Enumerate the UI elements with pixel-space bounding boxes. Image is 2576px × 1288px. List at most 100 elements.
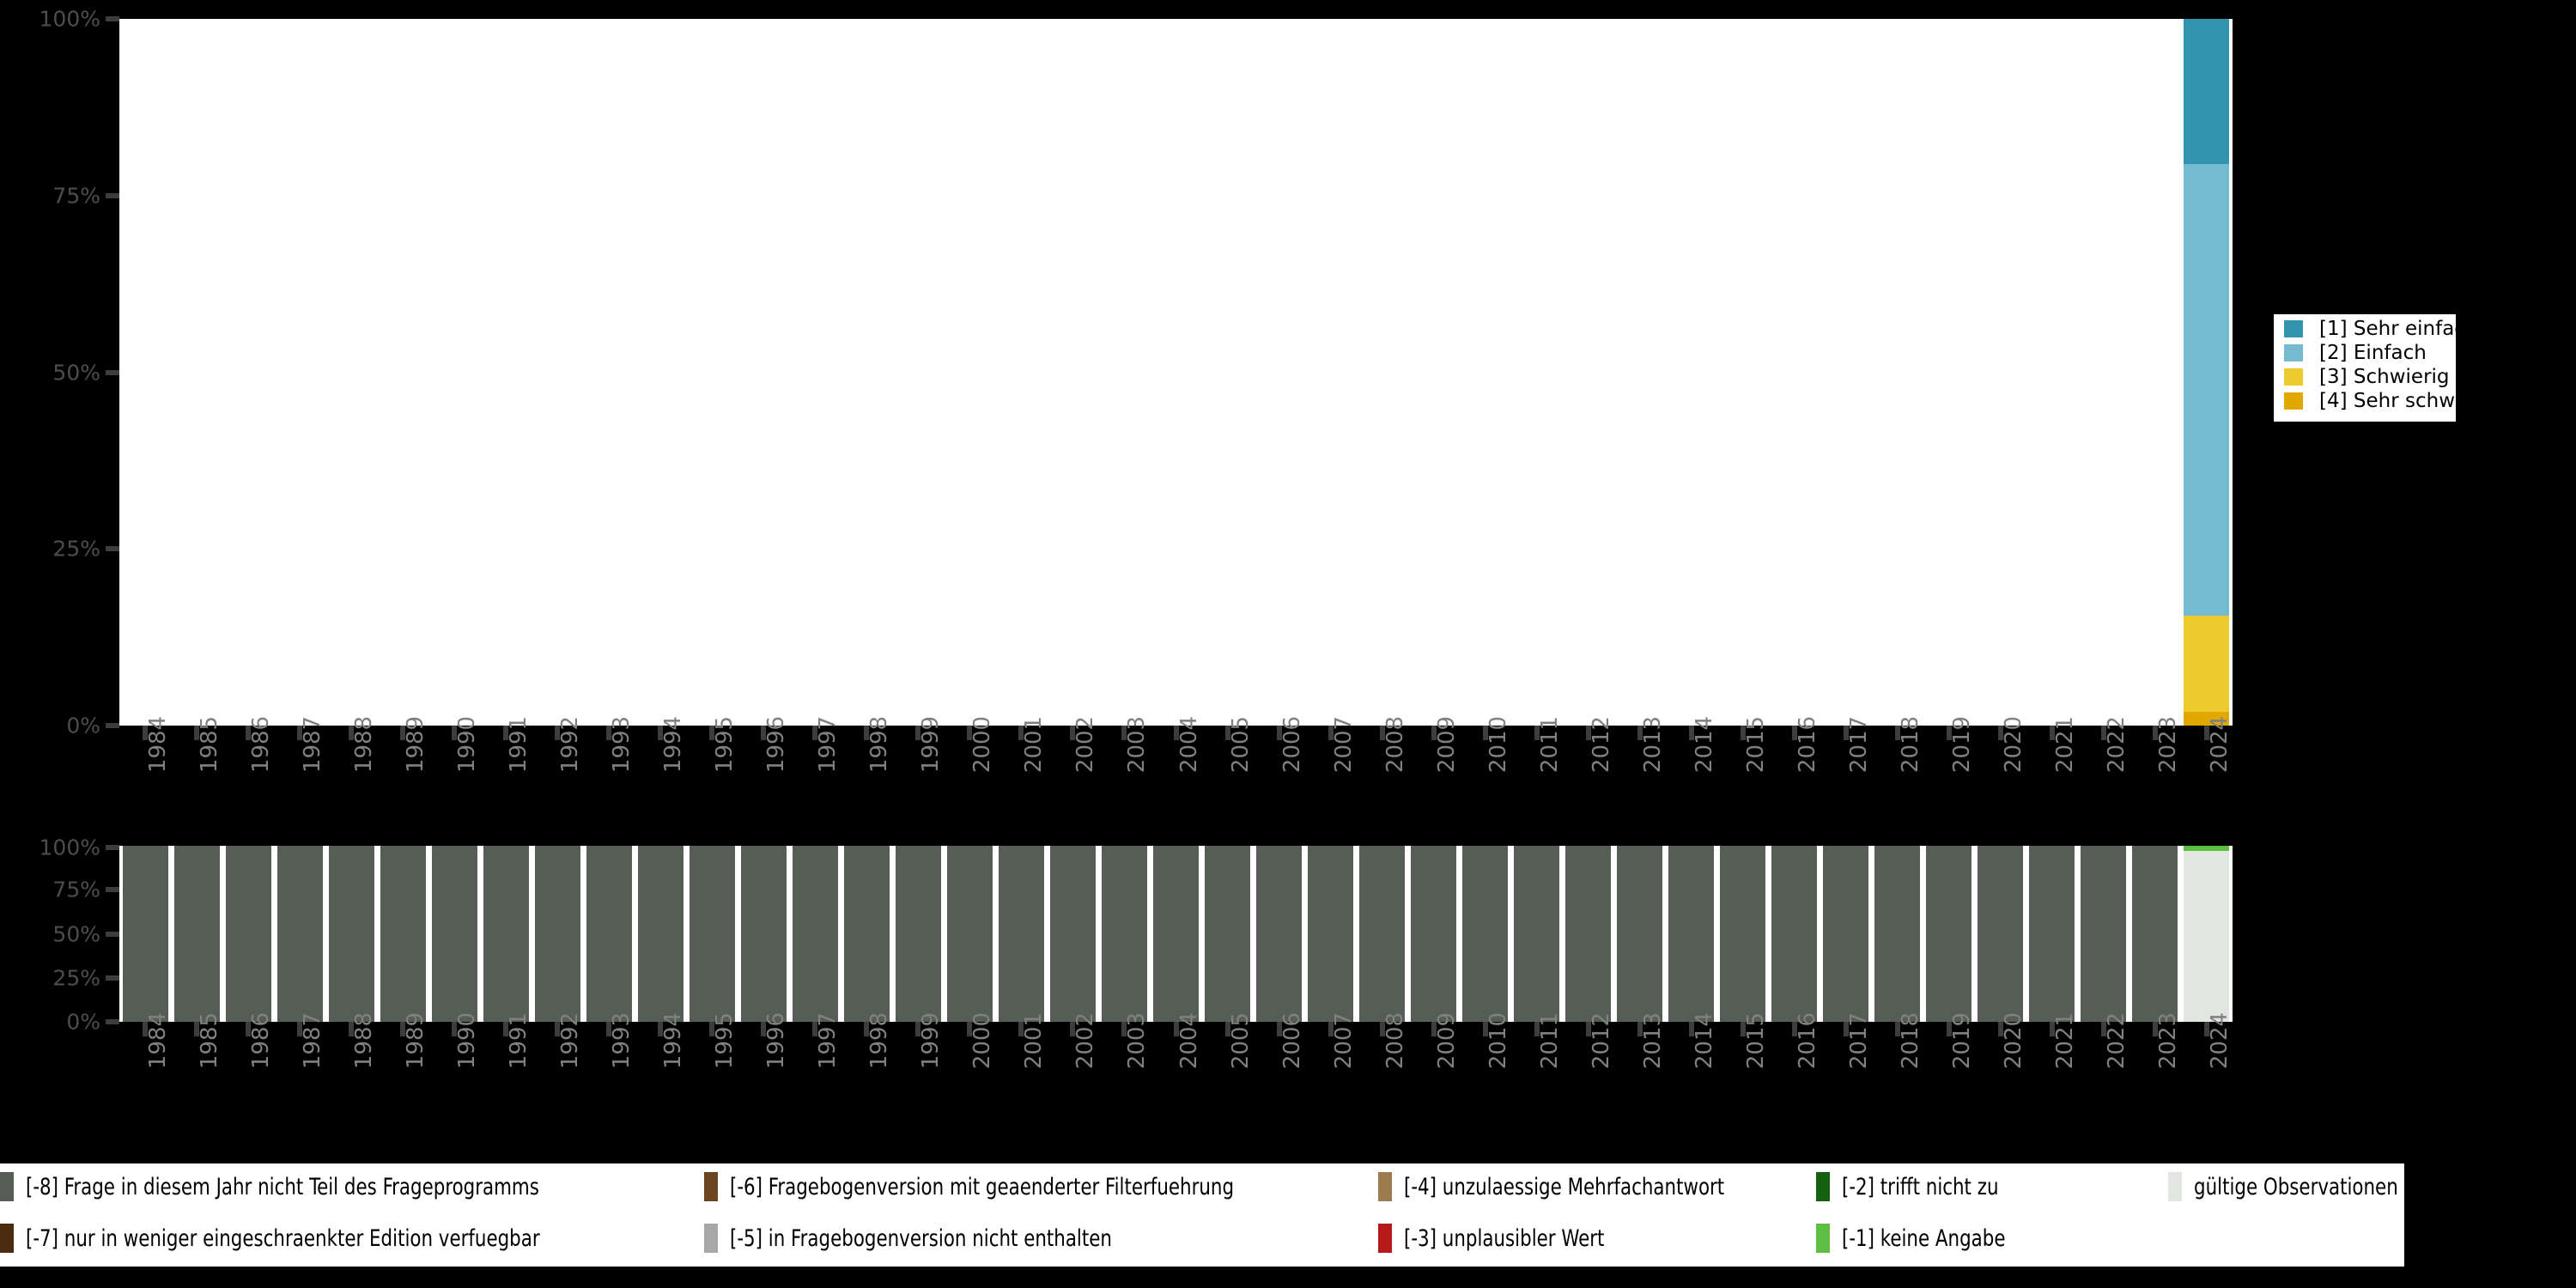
observation-segment — [2132, 846, 2178, 1022]
observation-segment — [637, 846, 683, 1022]
missing-code-label: [-3] unplausibler Wert — [1404, 1224, 1605, 1252]
x-tick-label: 2010 — [1485, 715, 1511, 774]
x-tick-label: 1995 — [712, 715, 738, 774]
obs-x-tick-label: 2002 — [1072, 1012, 1099, 1070]
obs-x-tick-label: 1993 — [609, 1012, 635, 1070]
legend-item[interactable]: [2] Einfach — [2284, 342, 2427, 364]
obs-x-tick-mark — [1997, 1022, 2003, 1036]
x-tick-mark — [1018, 726, 1024, 740]
obs-x-tick-mark — [1070, 1022, 1076, 1036]
missing-code-legend-item[interactable]: [-8] Frage in diesem Jahr nicht Teil des… — [0, 1172, 609, 1201]
legend-swatch — [2284, 320, 2303, 337]
obs-x-tick-mark — [658, 1022, 664, 1036]
observation-bar — [895, 846, 941, 1022]
obs-y-tick-mark — [106, 887, 119, 893]
obs-x-tick-mark — [2100, 1022, 2106, 1036]
obs-x-tick-label: 2000 — [969, 1012, 996, 1070]
observation-segment — [1514, 846, 1560, 1022]
x-tick-label: 2014 — [1691, 715, 1717, 774]
x-tick-mark — [1534, 726, 1540, 740]
missing-code-swatch — [2168, 1172, 2182, 1201]
x-tick-label: 2009 — [1433, 715, 1460, 774]
obs-x-tick-label: 2008 — [1382, 1012, 1408, 1070]
bar-segment — [2184, 616, 2230, 712]
x-tick-label: 2005 — [1227, 715, 1254, 774]
x-tick-mark — [915, 726, 921, 740]
obs-x-tick-mark — [503, 1022, 509, 1036]
observation-segment — [586, 846, 632, 1022]
x-tick-mark — [1276, 726, 1282, 740]
observation-bar — [1049, 846, 1096, 1022]
x-tick-label: 1990 — [454, 715, 481, 774]
obs-x-tick-label: 1991 — [506, 1012, 532, 1070]
obs-x-tick-label: 1987 — [300, 1012, 326, 1070]
missing-code-legend-item[interactable]: [-1] keine Angabe — [1816, 1224, 2027, 1253]
missing-code-legend-item[interactable]: [-3] unplausibler Wert — [1378, 1224, 1631, 1253]
observation-bar — [1411, 846, 1457, 1022]
obs-x-tick-label: 2011 — [1536, 1012, 1563, 1070]
obs-x-tick-mark — [1482, 1022, 1488, 1036]
obs-x-tick-mark — [1018, 1022, 1024, 1036]
observation-segment — [689, 846, 735, 1022]
observation-segment — [1978, 846, 2024, 1022]
missing-code-legend-item[interactable]: gültige Observationen — [2168, 1172, 2426, 1201]
obs-x-tick-mark — [2203, 1022, 2209, 1036]
obs-x-tick-mark — [349, 1022, 355, 1036]
observation-bar — [1874, 846, 1921, 1022]
x-tick-mark — [400, 726, 406, 740]
legend-item[interactable]: [3] Schwierig — [2284, 366, 2450, 388]
x-tick-mark — [1482, 726, 1488, 740]
legend-item[interactable]: [1] Sehr einfach — [2284, 318, 2478, 340]
x-tick-mark — [143, 726, 148, 740]
obs-x-tick-mark — [1534, 1022, 1540, 1036]
obs-x-tick-label: 2022 — [2103, 1012, 2129, 1070]
x-tick-label: 1999 — [918, 715, 945, 774]
main-chart-x-axis: 1984 1985 1986 1987 1988 1989 1990 1991 1992 1993… — [119, 716, 2233, 846]
missing-code-swatch — [704, 1172, 718, 1201]
observation-segment — [1720, 846, 1766, 1022]
missing-code-label: [-6] Fragebogenversion mit geaenderter F… — [730, 1173, 1235, 1200]
observation-bar — [2132, 846, 2178, 1022]
y-tick-mark — [106, 369, 119, 375]
x-tick-mark — [864, 726, 870, 740]
observation-bar — [1771, 846, 1818, 1022]
legend-item[interactable]: [4] Sehr schwierig — [2284, 390, 2499, 412]
missing-code-legend-item[interactable]: [-2] trifft nicht zu — [1816, 1172, 2020, 1201]
missing-code-legend-item[interactable]: [-4] unzulaessige Mehrfachantwort — [1378, 1172, 1768, 1201]
obs-x-tick-label: 2023 — [2154, 1012, 2181, 1070]
obs-x-tick-label: 2013 — [1639, 1012, 1666, 1070]
x-tick-mark — [1637, 726, 1643, 740]
obs-y-tick-mark — [106, 1019, 119, 1024]
x-tick-mark — [1585, 726, 1591, 740]
observation-bar — [2184, 846, 2230, 1022]
obs-x-tick-mark — [1946, 1022, 1952, 1036]
obs-x-tick-mark — [1791, 1022, 1797, 1036]
obs-x-tick-label: 2015 — [1742, 1012, 1769, 1070]
obs-x-tick-label: 2003 — [1124, 1012, 1151, 1070]
missing-code-legend-item[interactable]: [-6] Fragebogenversion mit geaenderter F… — [704, 1172, 1303, 1201]
x-tick-mark — [2203, 726, 2209, 740]
missing-code-legend-item[interactable]: [-7] nur in weniger eingeschraenkter Edi… — [0, 1224, 610, 1253]
obs-x-tick-label: 2004 — [1176, 1012, 1202, 1070]
x-tick-mark — [1791, 726, 1797, 740]
observation-bar — [1101, 846, 1147, 1022]
x-tick-label: 1992 — [557, 715, 584, 774]
obs-x-tick-label: 2010 — [1485, 1012, 1511, 1070]
missing-code-legend-item[interactable]: [-5] in Fragebogenversion nicht enthalte… — [704, 1224, 1164, 1253]
observation-bar — [225, 846, 271, 1022]
observation-bar — [1359, 846, 1406, 1022]
x-tick-label: 2019 — [1948, 715, 1975, 774]
x-tick-mark — [812, 726, 818, 740]
observation-segment — [380, 846, 426, 1022]
x-tick-mark — [709, 726, 715, 740]
obs-x-tick-label: 2007 — [1330, 1012, 1357, 1070]
missing-code-label: [-8] Frage in diesem Jahr nicht Teil des… — [26, 1173, 539, 1200]
bar-segment — [2184, 163, 2230, 617]
observation-bar — [1256, 846, 1303, 1022]
obs-x-tick-label: 1990 — [454, 1012, 481, 1070]
obs-x-tick-label: 1985 — [197, 1012, 223, 1070]
observation-bar — [792, 846, 838, 1022]
x-tick-label: 2000 — [969, 715, 996, 774]
x-tick-mark — [1688, 726, 1694, 740]
observations-chart-y-axis: 0% 25% 50% 75% 100% — [0, 835, 119, 1035]
